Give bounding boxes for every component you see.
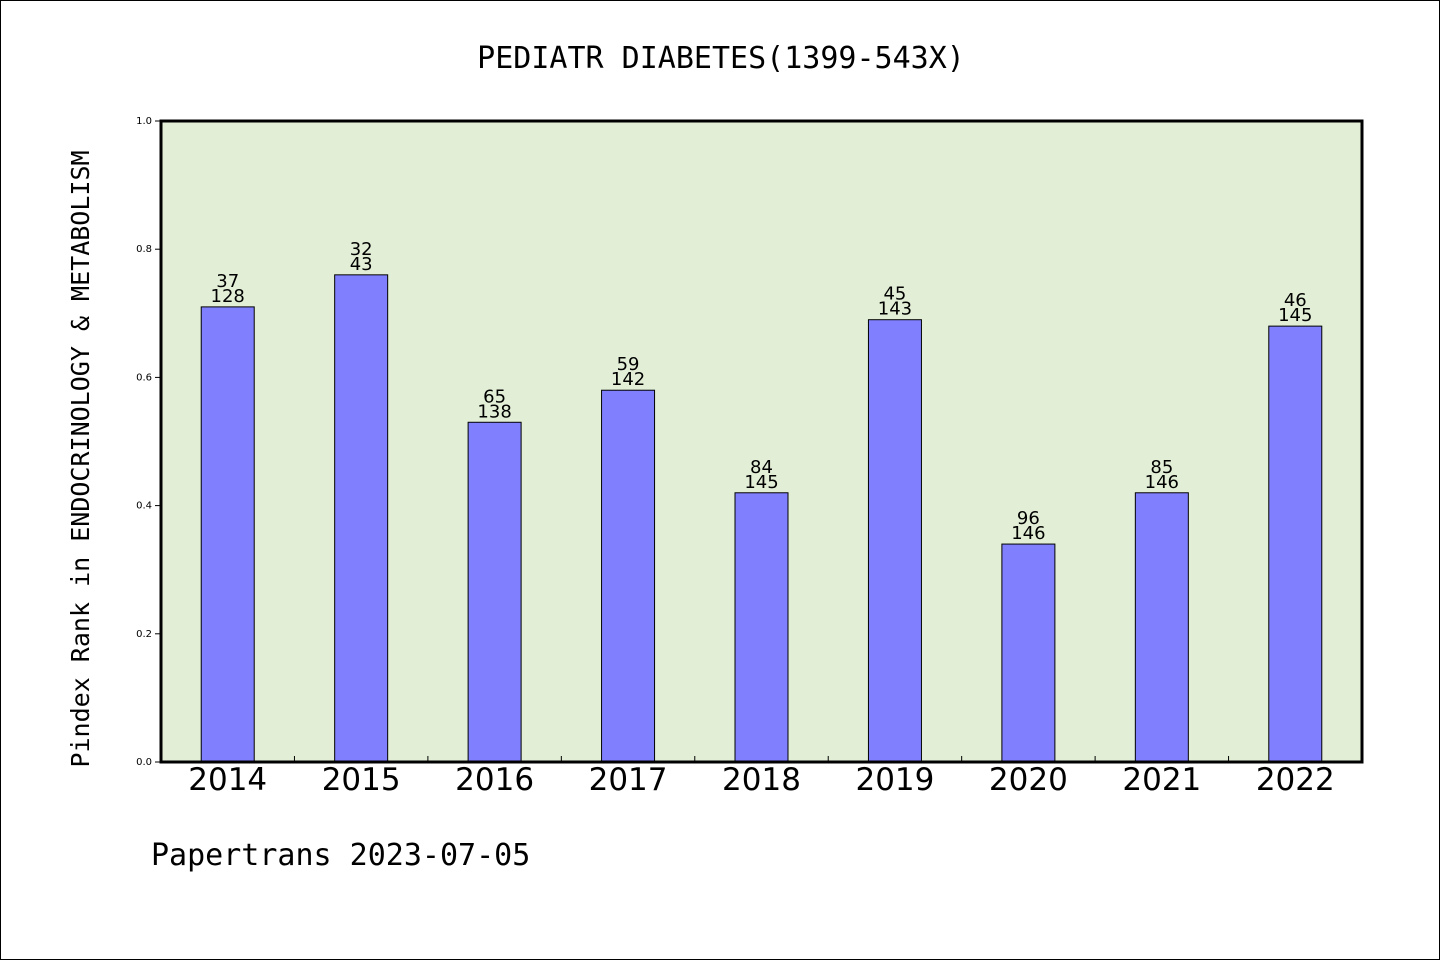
rank-label-2016: 65	[483, 386, 506, 407]
total-label-2021: 146	[1145, 472, 1179, 493]
y-tick-label-1.0: 1.0	[136, 116, 152, 127]
bar-2016	[467, 421, 522, 763]
y-axis-label: Pindex Rank in ENDOCRINOLOGY & METABOLIS…	[66, 150, 95, 767]
rank-label-2017: 59	[617, 354, 640, 375]
y-tick-label-0.8: 0.8	[136, 244, 152, 255]
bar-2019	[867, 319, 922, 763]
bar-2022	[1268, 325, 1323, 763]
total-label-2019: 143	[878, 299, 912, 320]
x-tick-label-2022: 2022	[1256, 762, 1335, 798]
rank-label-2021: 85	[1150, 457, 1173, 478]
x-tick-label-2014: 2014	[188, 762, 267, 798]
data-labels-layer: 3712832436513859142841454514396146851464…	[211, 239, 1313, 544]
rank-label-2022: 46	[1284, 290, 1307, 311]
x-tick-label-2016: 2016	[455, 762, 534, 798]
bar-2020	[1001, 543, 1056, 763]
rank-label-2019: 45	[883, 284, 906, 305]
total-label-2017: 142	[611, 369, 645, 390]
total-label-2018: 145	[744, 472, 778, 493]
x-tick-label-2021: 2021	[1122, 762, 1201, 798]
chart-title: PEDIATR DIABETES(1399-543X)	[477, 41, 965, 76]
x-tick-label-2019: 2019	[855, 762, 934, 798]
rank-label-2015: 32	[350, 239, 373, 260]
x-tick-label-2015: 2015	[322, 762, 401, 798]
y-tick-label-0.2: 0.2	[136, 629, 152, 640]
bar-2014	[200, 306, 255, 763]
rank-label-2018: 84	[750, 457, 773, 478]
rank-label-2020: 96	[1017, 508, 1040, 529]
y-tick-label-0.4: 0.4	[136, 501, 152, 512]
x-tick-label-2018: 2018	[722, 762, 801, 798]
bar-2017	[601, 389, 656, 763]
x-tick-label-2017: 2017	[589, 762, 668, 798]
footer-credit: Papertrans 2023-07-05	[151, 838, 530, 873]
plot-border	[159, 119, 1364, 764]
total-label-2022: 145	[1278, 305, 1312, 326]
bar-2021	[1134, 492, 1189, 763]
y-tick-label-0.0: 0.0	[136, 757, 152, 768]
y-tick-label-0.6: 0.6	[136, 372, 152, 383]
total-label-2020: 146	[1011, 523, 1045, 544]
y-axis: 0.0 0.2 0.4 0.6 0.8 1.0	[136, 116, 161, 768]
total-label-2014: 128	[211, 286, 245, 307]
bars-layer	[200, 274, 1323, 763]
rank-label-2014: 37	[216, 271, 239, 292]
total-label-2016: 138	[477, 401, 511, 422]
x-axis: 2014 2015 2016 2017 2018 2019 2020 2021 2022	[188, 756, 1335, 798]
total-label-2015: 43	[350, 254, 373, 275]
x-tick-label-2020: 2020	[989, 762, 1068, 798]
bar-2018	[734, 492, 789, 763]
bar-2015	[334, 274, 389, 763]
